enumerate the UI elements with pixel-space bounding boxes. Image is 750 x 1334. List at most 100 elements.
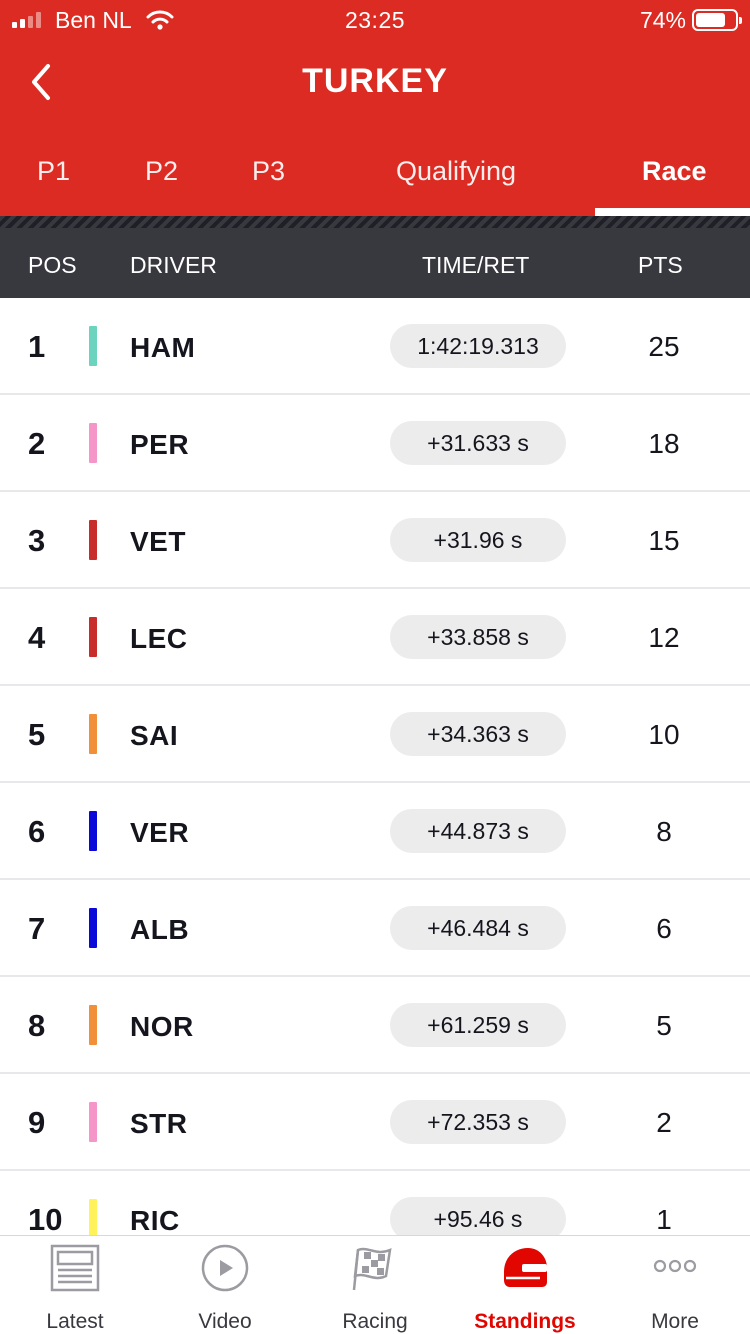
nav-standings[interactable]: Standings — [450, 1236, 600, 1334]
points: 6 — [656, 913, 672, 944]
team-color-bar — [89, 617, 97, 657]
result-row[interactable]: 5 SAI +34.363 s 10 — [0, 686, 750, 783]
result-row[interactable]: 3 VET +31.96 s 15 — [0, 492, 750, 589]
driver-code: STR — [130, 1108, 188, 1139]
position: 2 — [28, 426, 46, 461]
points: 25 — [648, 331, 680, 362]
driver-code: HAM — [130, 332, 196, 363]
nav-more-label: More — [651, 1310, 699, 1333]
driver-code: LEC — [130, 623, 188, 654]
driver-code: NOR — [130, 1011, 194, 1042]
nav-racing[interactable]: Racing — [300, 1236, 450, 1334]
driver-code: VET — [130, 526, 186, 557]
position: 8 — [28, 1008, 46, 1043]
points: 2 — [656, 1107, 672, 1138]
nav-standings-label: Standings — [474, 1310, 576, 1333]
result-row[interactable]: 6 VER +44.873 s 8 — [0, 783, 750, 880]
team-color-bar — [89, 520, 97, 560]
points: 5 — [656, 1010, 672, 1041]
status-time: 23:25 — [344, 7, 406, 33]
hatch-divider — [0, 216, 750, 228]
position: 4 — [28, 620, 46, 655]
column-time: TIME/RET — [422, 252, 530, 278]
team-color-bar — [89, 1005, 97, 1045]
play-circle-icon — [201, 1244, 249, 1292]
points: 1 — [656, 1204, 672, 1235]
nav-video-label: Video — [198, 1310, 252, 1333]
nav-more[interactable]: More — [600, 1236, 750, 1334]
tab-qualifying[interactable]: Qualifying — [396, 156, 517, 186]
cellular-signal-icon — [12, 12, 41, 28]
tab-p3[interactable]: P3 — [252, 156, 286, 186]
position: 7 — [28, 911, 46, 946]
race-time-pill[interactable]: +31.96 s — [390, 518, 566, 562]
race-time-pill[interactable]: +72.353 s — [390, 1100, 566, 1144]
points: 8 — [656, 816, 672, 847]
position: 9 — [28, 1105, 46, 1140]
driver-code: PER — [130, 429, 190, 460]
nav-latest-label: Latest — [46, 1310, 104, 1333]
position: 6 — [28, 814, 46, 849]
race-time-pill[interactable]: +34.363 s — [390, 712, 566, 756]
session-tabs: P1 P2 P3 Qualifying Race — [0, 138, 750, 216]
driver-code: RIC — [130, 1205, 180, 1236]
race-time-pill[interactable]: +31.633 s — [390, 421, 566, 465]
position: 10 — [28, 1202, 63, 1237]
nav-video[interactable]: Video — [150, 1236, 300, 1334]
active-tab-indicator — [595, 208, 750, 216]
page-title: TURKEY — [302, 62, 448, 100]
checkered-flag-icon — [352, 1247, 392, 1291]
team-color-bar — [89, 811, 97, 851]
position: 1 — [28, 329, 46, 364]
nav-racing-label: Racing — [342, 1310, 408, 1333]
column-pts: PTS — [638, 252, 683, 278]
result-row[interactable]: 9 STR +72.353 s 2 — [0, 1074, 750, 1171]
race-time-pill[interactable]: +95.46 s — [390, 1197, 566, 1241]
points: 15 — [648, 525, 680, 556]
team-color-bar — [89, 326, 97, 366]
results-column-header: POS DRIVER TIME/RET PTS — [0, 228, 750, 298]
tab-race[interactable]: Race — [642, 156, 707, 186]
points: 18 — [648, 428, 680, 459]
driver-code: VER — [130, 817, 190, 848]
points: 12 — [648, 622, 680, 653]
driver-code: ALB — [130, 914, 190, 945]
bottom-tab-bar: Latest Video Racing Standings — [0, 1235, 750, 1334]
team-color-bar — [89, 1102, 97, 1142]
tab-p2[interactable]: P2 — [145, 156, 179, 186]
race-time-pill[interactable]: +46.484 s — [390, 906, 566, 950]
wifi-icon — [146, 10, 174, 30]
status-bar: Ben NL 23:25 74% — [0, 0, 750, 40]
position: 3 — [28, 523, 46, 558]
results-list: 1 HAM 1:42:19.313 25 2 PER +31.633 s 18 … — [0, 298, 750, 1268]
team-color-bar — [89, 1199, 97, 1239]
header-bar: Ben NL 23:25 74% TURKEY P1 P2 P3 Qualify… — [0, 0, 750, 216]
battery-percentage: 74% — [639, 7, 686, 33]
result-row[interactable]: 2 PER +31.633 s 18 — [0, 395, 750, 492]
column-driver: DRIVER — [130, 252, 217, 278]
back-chevron-icon[interactable] — [22, 56, 62, 108]
result-row[interactable]: 7 ALB +46.484 s 6 — [0, 880, 750, 977]
newspaper-icon — [50, 1244, 100, 1292]
race-time-pill[interactable]: +44.873 s — [390, 809, 566, 853]
carrier-name: Ben NL — [55, 7, 132, 33]
nav-latest[interactable]: Latest — [0, 1236, 150, 1334]
column-pos: POS — [28, 252, 77, 278]
tab-p1[interactable]: P1 — [37, 156, 71, 186]
race-time-pill[interactable]: +33.858 s — [390, 615, 566, 659]
race-time-pill[interactable]: 1:42:19.313 — [390, 324, 566, 368]
battery-icon — [692, 9, 742, 31]
driver-code: SAI — [130, 720, 179, 751]
team-color-bar — [89, 908, 97, 948]
team-color-bar — [89, 423, 97, 463]
points: 10 — [648, 719, 680, 750]
result-row[interactable]: 4 LEC +33.858 s 12 — [0, 589, 750, 686]
team-color-bar — [89, 714, 97, 754]
race-time-pill[interactable]: +61.259 s — [390, 1003, 566, 1047]
more-dots-icon — [653, 1259, 697, 1273]
result-row[interactable]: 10 RIC +95.46 s 1 — [0, 1171, 750, 1268]
helmet-icon — [504, 1248, 547, 1287]
position: 5 — [28, 717, 46, 752]
result-row[interactable]: 8 NOR +61.259 s 5 — [0, 977, 750, 1074]
result-row[interactable]: 1 HAM 1:42:19.313 25 — [0, 298, 750, 395]
